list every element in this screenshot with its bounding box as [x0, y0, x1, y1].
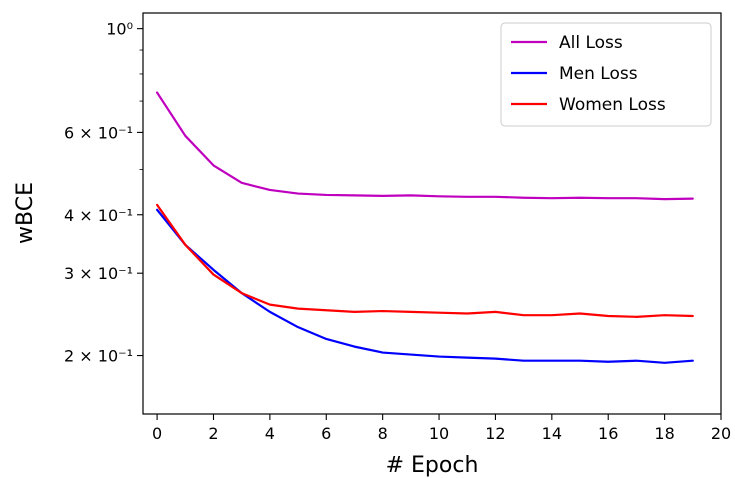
- x-tick-label: 6: [321, 424, 331, 443]
- y-axis: 10⁰ 6 × 10⁻¹ 4 × 10⁻¹ 3 × 10⁻¹ 2 × 10⁻¹: [64, 20, 143, 366]
- legend-label: Men Loss: [559, 64, 638, 84]
- y-tick-label: 2 × 10⁻¹: [64, 347, 133, 366]
- plot-frame: [142, 12, 722, 415]
- series-line-women-loss: [156, 203, 694, 318]
- x-tick-label: 10: [429, 424, 449, 443]
- x-tick-label: 2: [208, 424, 218, 443]
- plot-lines: [156, 91, 694, 364]
- x-tick-label: 4: [265, 424, 275, 443]
- x-tick-label: 8: [378, 424, 388, 443]
- legend-label: All Loss: [559, 33, 623, 53]
- x-axis: 0 2 4 6 8 10 12 14 16 18 20: [152, 414, 731, 443]
- y-axis-label: wBCE: [13, 182, 38, 244]
- y-tick-label: 3 × 10⁻¹: [64, 264, 133, 283]
- x-tick-label: 0: [152, 424, 162, 443]
- x-tick-label: 20: [711, 424, 731, 443]
- y-tick-label: 10⁰: [106, 20, 133, 39]
- x-tick-label: 14: [542, 424, 562, 443]
- legend-label: Women Loss: [559, 95, 666, 115]
- legend-box: [500, 22, 712, 127]
- x-tick-label: 18: [654, 424, 674, 443]
- y-tick-label: 6 × 10⁻¹: [64, 123, 133, 142]
- y-tick-label: 4 × 10⁻¹: [64, 206, 133, 225]
- x-tick-label: 12: [485, 424, 505, 443]
- series-line-all-loss: [156, 91, 694, 201]
- x-axis-label: # Epoch: [386, 453, 479, 478]
- series-line-men-loss: [156, 208, 694, 364]
- x-tick-label: 16: [598, 424, 618, 443]
- legend: All Loss Men Loss Women Loss: [500, 22, 712, 127]
